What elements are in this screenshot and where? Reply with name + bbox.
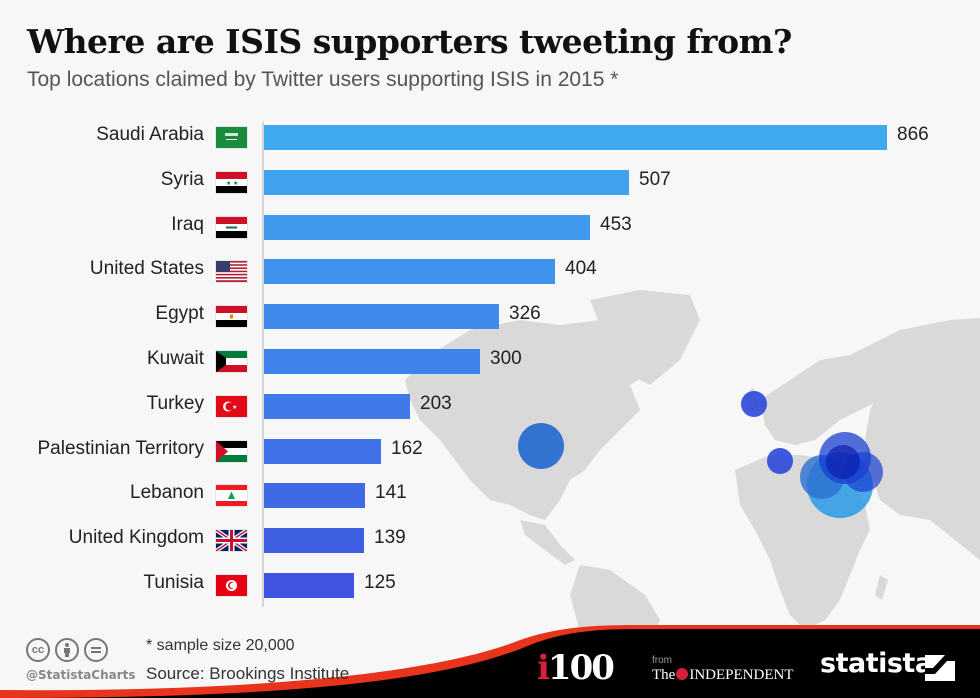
bar (264, 528, 364, 554)
source-text: Source: Brookings Institute (146, 664, 350, 683)
bar-row: United Kingdom 139 (0, 519, 980, 563)
from-label: from (652, 655, 672, 666)
bar-row: United States 404 (0, 250, 980, 294)
statista-handle[interactable]: @StatistaCharts (26, 668, 136, 682)
value-label: 507 (639, 168, 671, 190)
value-label: 300 (490, 348, 522, 369)
bar (264, 349, 480, 374)
bar-row: Saudi Arabia 866 (0, 116, 980, 160)
country-label: Tunisia (143, 572, 204, 593)
bar (264, 438, 381, 464)
country-label: Turkey (146, 392, 204, 414)
y-axis-line (262, 122, 264, 607)
value-label: 203 (420, 392, 452, 414)
egypt-flag-icon (216, 306, 247, 328)
country-label: Syria (160, 168, 204, 190)
bar-row: Egypt 326 (0, 295, 980, 339)
bar (264, 259, 555, 285)
usa-flag-icon (216, 261, 247, 283)
bar-row: Lebanon 141 (0, 474, 980, 518)
by-icon (55, 638, 79, 662)
bar-row: Palestinian Territory 162 (0, 430, 980, 474)
saudi-arabia-flag-icon (216, 127, 247, 148)
statista-logo-icon (925, 655, 955, 681)
independent-logo: The INDEPENDENT (652, 667, 794, 683)
bar (264, 393, 410, 419)
country-label: United Kingdom (68, 527, 204, 549)
creative-commons-icons: cc (26, 638, 108, 662)
statista-logo-text: statista (820, 648, 933, 679)
syria-flag-icon: ★ ★ (216, 171, 247, 193)
i100-logo: i100 (537, 648, 615, 688)
bar (264, 304, 499, 330)
bar (264, 483, 365, 509)
country-label: Saudi Arabia (96, 124, 204, 145)
sample-size-note: * sample size 20,000 (146, 637, 295, 654)
bar (264, 573, 354, 598)
bar (264, 125, 887, 150)
value-label: 141 (375, 482, 407, 504)
bar-row: Turkey ★ 203 (0, 385, 980, 429)
value-label: 139 (374, 527, 406, 549)
palestine-flag-icon (216, 440, 247, 462)
value-label: 162 (391, 437, 423, 459)
nd-icon (84, 638, 108, 662)
bar-row: Kuwait 300 (0, 340, 980, 384)
cc-icon: cc (26, 638, 50, 662)
country-label: Lebanon (130, 482, 204, 504)
value-label: 326 (509, 303, 541, 325)
value-label: 125 (364, 572, 396, 593)
value-label: 404 (565, 258, 597, 280)
country-label: Kuwait (146, 348, 204, 369)
bar (264, 214, 590, 240)
country-label: United States (89, 258, 204, 280)
value-label: 866 (897, 124, 929, 145)
svg-text:★ ★: ★ ★ (226, 180, 238, 187)
uk-flag-icon (216, 530, 247, 552)
lebanon-flag-icon (216, 485, 247, 507)
chart-title: Where are ISIS supporters tweeting from? (27, 22, 792, 61)
country-label: Egypt (155, 303, 204, 325)
turkey-flag-icon: ★ (216, 395, 247, 417)
iraq-flag-icon (216, 216, 247, 238)
country-label: Iraq (171, 213, 204, 235)
kuwait-flag-icon (216, 351, 247, 372)
independent-eagle-icon (676, 668, 689, 680)
tunisia-flag-icon (216, 575, 247, 596)
value-label: 453 (600, 213, 632, 235)
svg-text:★: ★ (232, 404, 237, 411)
bar-row: Syria ★ ★ 507 (0, 161, 980, 205)
footer-wave (0, 625, 980, 698)
bar (264, 169, 629, 195)
chart-subtitle: Top locations claimed by Twitter users s… (27, 68, 619, 91)
country-label: Palestinian Territory (37, 437, 204, 459)
bar-row: Iraq 453 (0, 206, 980, 250)
bar-row: Tunisia 125 (0, 564, 980, 608)
